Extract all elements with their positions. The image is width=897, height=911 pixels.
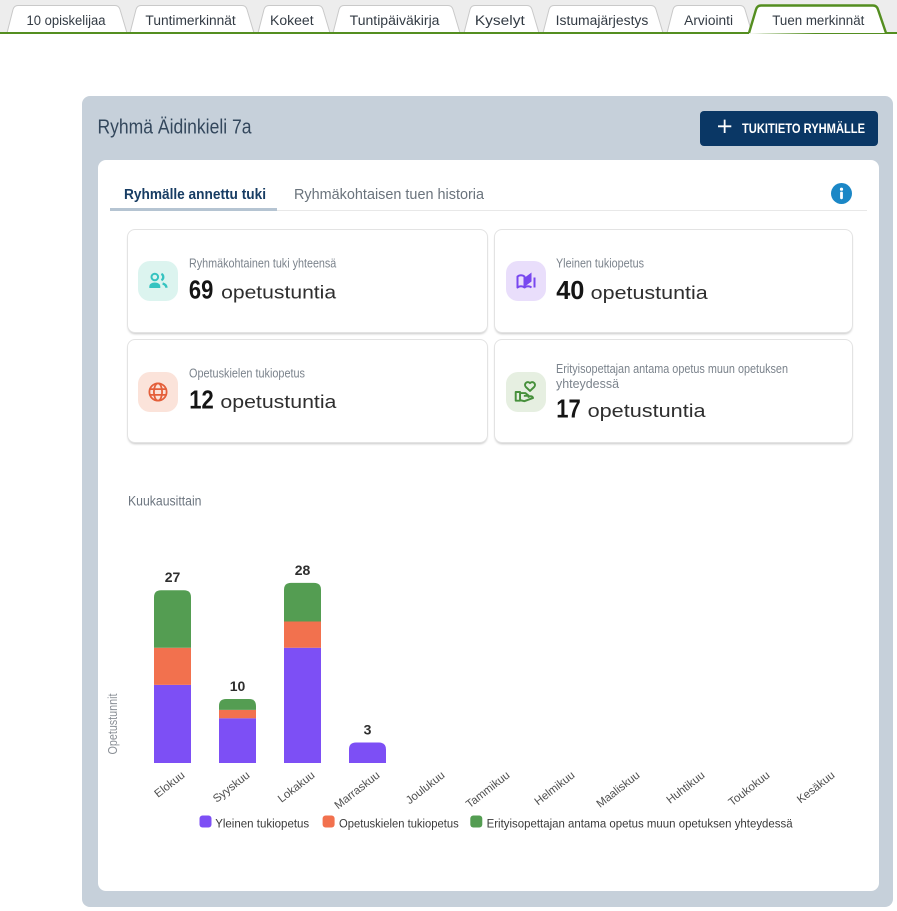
svg-text:yhteydessä: yhteydessä [556,377,619,391]
svg-text:Elokuu: Elokuu [153,769,188,800]
svg-text:Ryhmä Äidinkieli 7a: Ryhmä Äidinkieli 7a [98,116,253,139]
svg-text:TUKITIETO RYHMÄLLE: TUKITIETO RYHMÄLLE [742,121,865,136]
svg-text:28: 28 [295,562,311,578]
svg-text:opetustuntia: opetustuntia [220,392,337,412]
svg-text:Kesäkuu: Kesäkuu [795,769,837,806]
svg-text:opetustuntia: opetustuntia [221,282,337,302]
svg-text:Huhtikuu: Huhtikuu [665,769,708,806]
svg-text:Erityisopettajan antama opetus: Erityisopettajan antama opetus muun opet… [487,817,793,831]
svg-text:Ryhmäkohtainen tuki yhteensä: Ryhmäkohtainen tuki yhteensä [189,256,336,270]
svg-text:Toukokuu: Toukokuu [727,769,773,808]
svg-text:12: 12 [189,384,214,414]
svg-text:40: 40 [556,275,584,305]
svg-text:Lokakuu: Lokakuu [276,769,317,805]
svg-text:10 opiskelijaa: 10 opiskelijaa [27,13,106,28]
svg-text:Ryhmäkohtaisen tuen historia: Ryhmäkohtaisen tuen historia [294,186,485,203]
svg-text:Kuukausittain: Kuukausittain [128,494,202,509]
svg-text:Tammikuu: Tammikuu [464,769,512,810]
svg-text:Ryhmälle annettu tuki: Ryhmälle annettu tuki [124,186,266,203]
svg-text:Tuen merkinnät: Tuen merkinnät [772,13,864,28]
svg-text:Opetustunnit: Opetustunnit [106,693,120,754]
svg-text:Yleinen tukiopetus: Yleinen tukiopetus [556,256,644,270]
svg-text:Istumajärjestys: Istumajärjestys [556,13,649,28]
svg-text:Marraskuu: Marraskuu [333,769,383,812]
svg-text:27: 27 [165,569,181,585]
svg-text:Maaliskuu: Maaliskuu [595,769,643,810]
svg-text:3: 3 [364,722,372,738]
svg-text:Helmikuu: Helmikuu [533,769,578,808]
svg-text:Arviointi: Arviointi [684,13,733,28]
svg-text:69: 69 [189,275,213,305]
svg-text:Syyskuu: Syyskuu [211,769,252,805]
svg-text:Tuntimerkinnät: Tuntimerkinnät [145,13,236,28]
svg-text:Opetuskielen tukiopetus: Opetuskielen tukiopetus [189,367,305,381]
svg-text:10: 10 [230,678,246,694]
svg-text:Joulukuu: Joulukuu [404,769,447,807]
svg-text:Erityisopettajan antama opetus: Erityisopettajan antama opetus muun opet… [556,362,788,376]
svg-text:Opetuskielen tukiopetus: Opetuskielen tukiopetus [339,817,459,831]
svg-text:Yleinen tukiopetus: Yleinen tukiopetus [215,817,309,831]
svg-text:Kokeet: Kokeet [270,13,314,28]
svg-text:opetustuntia: opetustuntia [588,401,707,421]
svg-text:Tuntipäiväkirja: Tuntipäiväkirja [350,13,440,28]
svg-text:Kyselyt: Kyselyt [475,13,525,28]
svg-text:17: 17 [556,393,581,423]
svg-text:opetustuntia: opetustuntia [591,283,709,303]
